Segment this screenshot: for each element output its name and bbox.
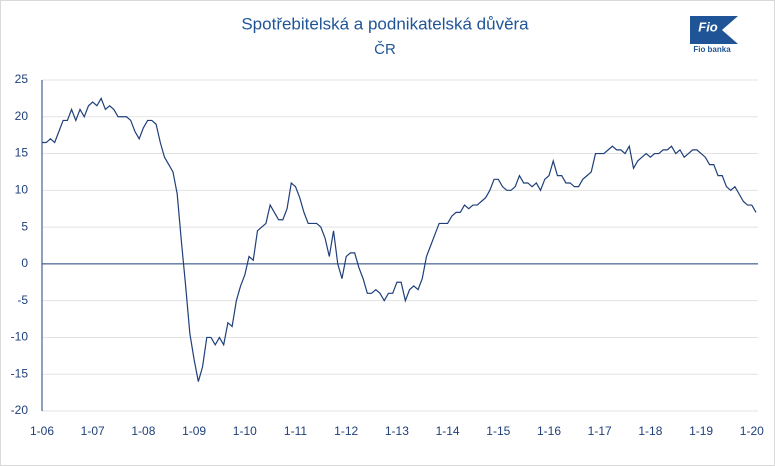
logo-mark: Fio [698, 19, 718, 34]
x-tick-label: 1-18 [638, 424, 662, 438]
logo: Fio Fio banka [690, 16, 738, 54]
x-tick-label: 1-20 [740, 424, 764, 438]
x-tick-label: 1-08 [131, 424, 155, 438]
x-tick-label: 1-09 [182, 424, 206, 438]
logo-shape [690, 16, 738, 44]
y-tick-label: -10 [11, 330, 29, 344]
logo-name: Fio banka [693, 45, 731, 54]
x-tick-label: 1-12 [334, 424, 358, 438]
y-tick-label: -20 [11, 403, 29, 417]
x-tick-label: 1-17 [588, 424, 612, 438]
y-tick-label: 5 [21, 219, 28, 233]
line-series [42, 96, 757, 382]
x-tick-label: 1-15 [486, 424, 510, 438]
chart-subtitle: ČR [374, 41, 396, 58]
y-tick-label: 20 [15, 109, 29, 123]
x-tick-label: 1-10 [233, 424, 257, 438]
x-tick-label: 1-11 [284, 424, 307, 438]
chart-title: Spotřebitelská a podnikatelská důvěra [241, 14, 529, 33]
y-tick-label: 15 [15, 146, 29, 160]
x-tick-label: 1-16 [537, 424, 561, 438]
y-tick-label: -5 [17, 293, 28, 307]
x-tick-label: 1-06 [30, 424, 54, 438]
x-tick-label: 1-14 [436, 424, 460, 438]
y-tick-label: 25 [15, 72, 29, 86]
y-tick-label: 0 [21, 256, 28, 270]
y-tick-label: -15 [11, 366, 29, 380]
x-tick-label: 1-07 [81, 424, 105, 438]
y-tick-label: 10 [15, 183, 29, 197]
x-tick-label: 1-13 [385, 424, 409, 438]
x-tick-label: 1-19 [689, 424, 713, 438]
